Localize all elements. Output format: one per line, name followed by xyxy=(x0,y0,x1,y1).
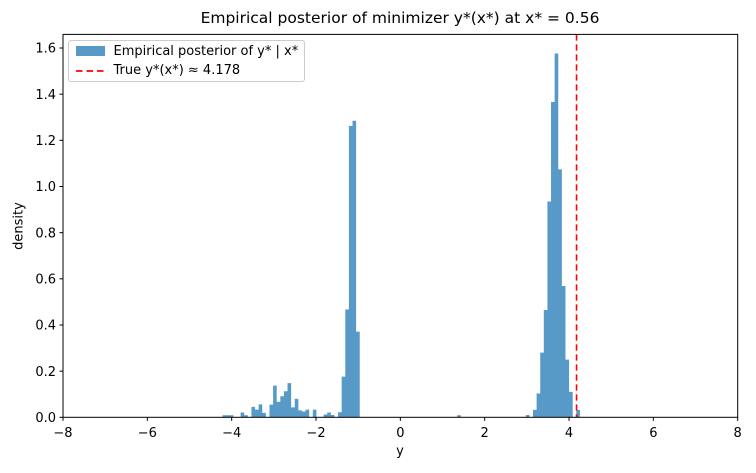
x-tick-label: −4 xyxy=(222,426,241,441)
x-tick-label: −6 xyxy=(138,426,157,441)
axes-spines xyxy=(62,33,739,418)
y-tick-label: 1.4 xyxy=(35,88,56,103)
x-tick-label: 2 xyxy=(481,426,489,441)
y-tick-label: 0.6 xyxy=(35,273,56,288)
y-tick-label: 1.0 xyxy=(35,180,56,195)
x-tick-label: −2 xyxy=(306,426,325,441)
x-axis-label: y xyxy=(396,444,404,459)
histogram-bar-group xyxy=(240,412,248,418)
y-tick-label: 1.2 xyxy=(35,134,56,149)
histogram-bar-group xyxy=(269,383,310,418)
histogram-bar-group xyxy=(525,414,530,418)
legend-entry-histogram: Empirical posterior of y* | x* xyxy=(75,42,299,62)
y-tick-label: 0.2 xyxy=(35,365,56,380)
legend-label-true-line: True y*(x*) ≈ 4.178 xyxy=(113,63,241,79)
legend-label-histogram: Empirical posterior of y* | x* xyxy=(113,43,299,59)
legend-entry-true-line: True y*(x*) ≈ 4.178 xyxy=(75,61,297,81)
x-tick-label: 4 xyxy=(565,426,573,441)
y-tick-label: 1.6 xyxy=(35,42,56,57)
legend: Empirical posterior of y* | x* True y*(x… xyxy=(67,39,305,82)
histogram-bar-group xyxy=(457,415,461,418)
histogram-swatch-icon xyxy=(75,46,105,57)
x-tick-label: 8 xyxy=(734,426,742,441)
y-tick-label: 0.8 xyxy=(35,226,56,241)
x-tick-label: 0 xyxy=(396,426,404,441)
tick-labels-layer: −8 −6 −4 −2 0 2 4 6 8 0.0 0.2 0.4 0.6 0.8 1.0 1.2 1.4 1.6 xyxy=(35,42,742,441)
axes-layer xyxy=(59,33,739,421)
histogram-bar-group xyxy=(323,412,335,418)
chart-title: Empirical posterior of minimizer y*(x*) … xyxy=(200,9,600,27)
histogram-bar-group xyxy=(533,53,573,418)
y-tick-label: 0.4 xyxy=(35,319,56,334)
histogram-bars-layer xyxy=(222,53,580,418)
dashed-line-swatch-icon xyxy=(75,69,105,72)
histogram-bar-group xyxy=(222,415,234,418)
histogram-bar-group xyxy=(251,404,266,418)
x-tick-label: −8 xyxy=(53,426,72,441)
x-tick-label: 6 xyxy=(649,426,657,441)
histogram-bar-group xyxy=(312,409,317,418)
y-tick-label: 0.0 xyxy=(35,411,56,426)
histogram-bar-group xyxy=(338,120,360,418)
y-axis-label: density xyxy=(11,202,27,250)
